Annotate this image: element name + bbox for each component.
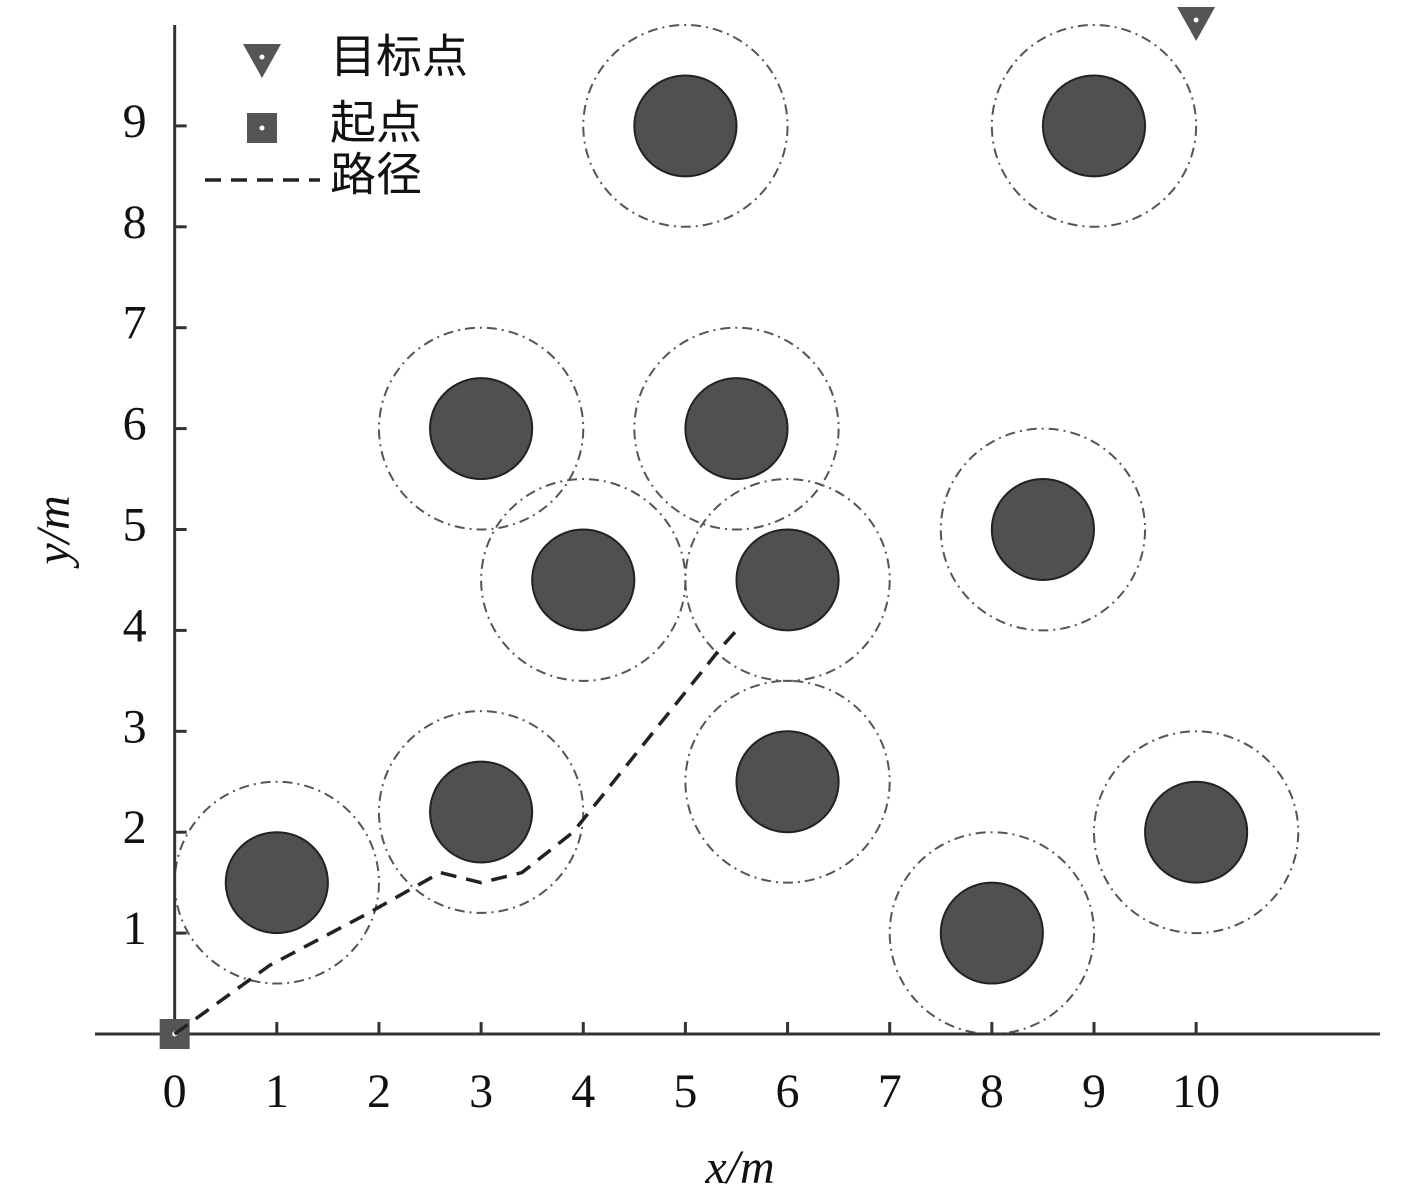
safety-zone [990,24,1198,228]
triangle-marker [1177,7,1216,41]
x-tick-label: 5 [673,1065,697,1118]
x-tick-label: 9 [1082,1065,1106,1118]
obstacle [1041,74,1147,178]
x-tick-label: 1 [265,1065,289,1118]
legend-dot [259,125,265,131]
safety-zone [633,326,840,531]
obstacle [684,377,789,481]
safety-zone [173,780,380,985]
obstacle [939,881,1044,985]
x-tick-label: 4 [571,1065,595,1118]
obstacle [429,760,534,864]
x-tick-label: 7 [878,1065,902,1118]
legend-label: 目标点 [330,32,468,83]
y-tick-label: 9 [123,95,147,148]
y-tick-label: 3 [123,700,147,753]
legend-symbol [243,44,281,78]
legend-dot [259,54,265,60]
x-tick-label: 10 [1172,1065,1220,1118]
obstacle [429,377,534,481]
marker-dot [1193,17,1199,23]
legend-label: 路径 [330,150,422,201]
y-axis-label: y/m [27,495,80,569]
path-line [173,629,738,1036]
safety-zone [939,427,1147,632]
obstacle [633,74,738,178]
safety-zone [582,24,789,228]
y-tick-label: 1 [123,902,147,955]
x-tick-label: 6 [776,1065,800,1118]
obstacle [224,831,329,935]
x-tick-label: 3 [469,1065,493,1118]
legend-label: 起点 [330,98,422,149]
obstacle [531,528,636,632]
safety-zone [684,679,891,884]
y-tick-label: 5 [123,499,147,552]
x-tick-label: 2 [367,1065,391,1118]
safety-zone [480,478,687,682]
x-tick-label: 8 [980,1065,1004,1118]
obstacle [990,478,1095,581]
y-tick-label: 7 [123,297,147,350]
safety-zone [377,710,585,914]
x-tick-label: 0 [163,1065,187,1118]
safety-zone [377,326,585,531]
obstacle [1144,780,1249,884]
y-tick-label: 4 [123,599,147,652]
safety-zone [1092,730,1300,935]
y-tick-label: 8 [123,196,147,249]
y-tick-label: 2 [123,801,147,854]
obstacle [735,730,840,834]
y-tick-label: 6 [123,398,147,451]
x-axis-label: x/m [704,1141,774,1194]
obstacle [735,528,840,632]
